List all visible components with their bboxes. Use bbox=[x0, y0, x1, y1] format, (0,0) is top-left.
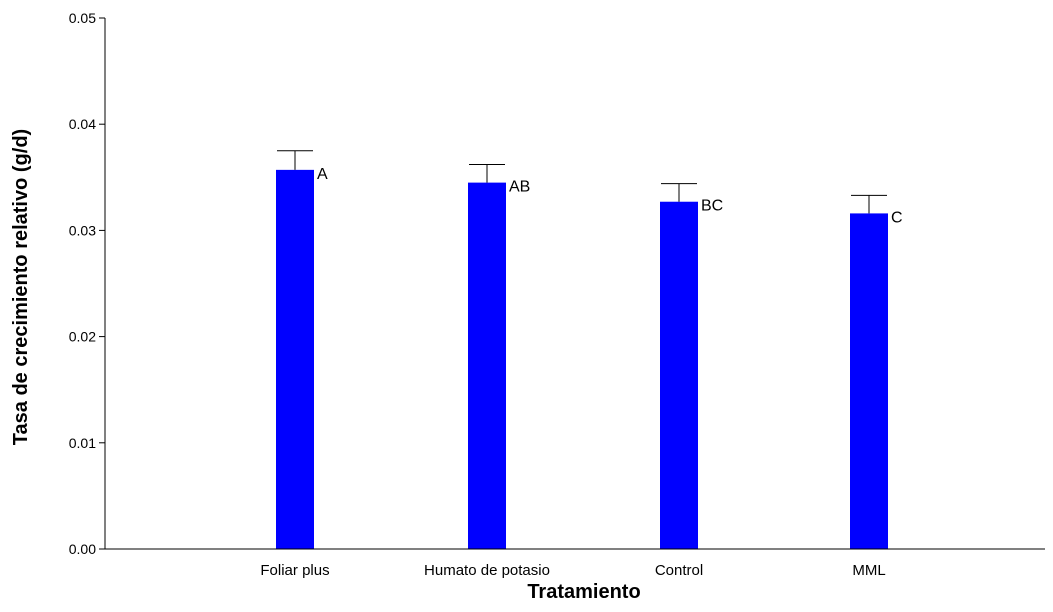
y-tick-label: 0.04 bbox=[69, 116, 96, 132]
bar bbox=[660, 201, 698, 549]
axes-layer: 0.00 0.01 0.02 0.03 0.04 0.05 Foliar plus Humat… bbox=[69, 10, 1045, 579]
significance-label: A bbox=[317, 166, 328, 183]
bar bbox=[276, 169, 314, 549]
bar bbox=[850, 213, 888, 549]
significance-label: AB bbox=[509, 179, 530, 196]
x-category-label: Foliar plus bbox=[260, 562, 329, 579]
significance-label: BC bbox=[701, 198, 723, 215]
x-axis-title: Tratamiento bbox=[527, 581, 640, 603]
y-tick-label: 0.00 bbox=[69, 541, 96, 557]
bars-layer: A AB BC C bbox=[276, 150, 903, 550]
y-tick-label: 0.01 bbox=[69, 435, 96, 451]
significance-label: C bbox=[891, 209, 903, 226]
x-category-label: Control bbox=[655, 562, 703, 579]
y-tick-label: 0.03 bbox=[69, 222, 96, 238]
y-axis-title: Tasa de crecimiento relativo (g/d) bbox=[10, 129, 32, 445]
y-tick-label: 0.02 bbox=[69, 329, 96, 345]
bar bbox=[468, 182, 506, 550]
x-category-label: Humato de potasio bbox=[424, 562, 550, 579]
x-category-label: MML bbox=[852, 562, 885, 579]
y-tick-label: 0.05 bbox=[69, 10, 96, 26]
